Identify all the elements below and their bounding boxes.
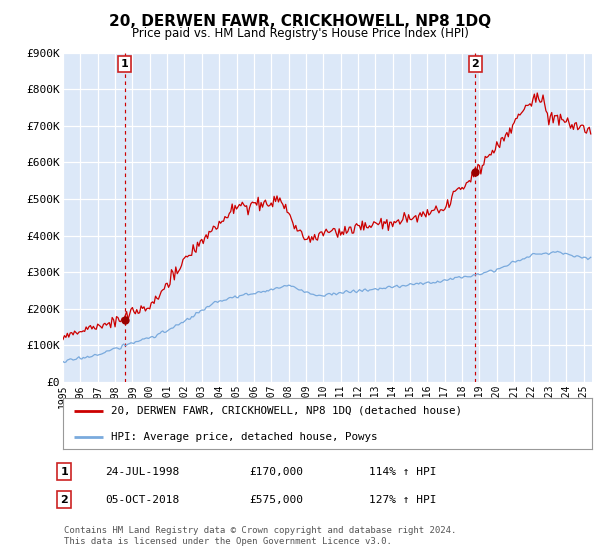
Text: 114% ↑ HPI: 114% ↑ HPI bbox=[369, 466, 437, 477]
Text: 05-OCT-2018: 05-OCT-2018 bbox=[105, 494, 179, 505]
Text: 2: 2 bbox=[472, 59, 479, 69]
Text: 20, DERWEN FAWR, CRICKHOWELL, NP8 1DQ: 20, DERWEN FAWR, CRICKHOWELL, NP8 1DQ bbox=[109, 14, 491, 29]
Text: Contains HM Land Registry data © Crown copyright and database right 2024.
This d: Contains HM Land Registry data © Crown c… bbox=[64, 526, 457, 546]
Text: 1: 1 bbox=[61, 466, 68, 477]
Text: HPI: Average price, detached house, Powys: HPI: Average price, detached house, Powy… bbox=[110, 432, 377, 442]
Text: 1: 1 bbox=[121, 59, 128, 69]
Text: 127% ↑ HPI: 127% ↑ HPI bbox=[369, 494, 437, 505]
Text: £575,000: £575,000 bbox=[249, 494, 303, 505]
Text: Price paid vs. HM Land Registry's House Price Index (HPI): Price paid vs. HM Land Registry's House … bbox=[131, 27, 469, 40]
Text: 24-JUL-1998: 24-JUL-1998 bbox=[105, 466, 179, 477]
Text: 20, DERWEN FAWR, CRICKHOWELL, NP8 1DQ (detached house): 20, DERWEN FAWR, CRICKHOWELL, NP8 1DQ (d… bbox=[110, 406, 461, 416]
Text: £170,000: £170,000 bbox=[249, 466, 303, 477]
Text: 2: 2 bbox=[61, 494, 68, 505]
